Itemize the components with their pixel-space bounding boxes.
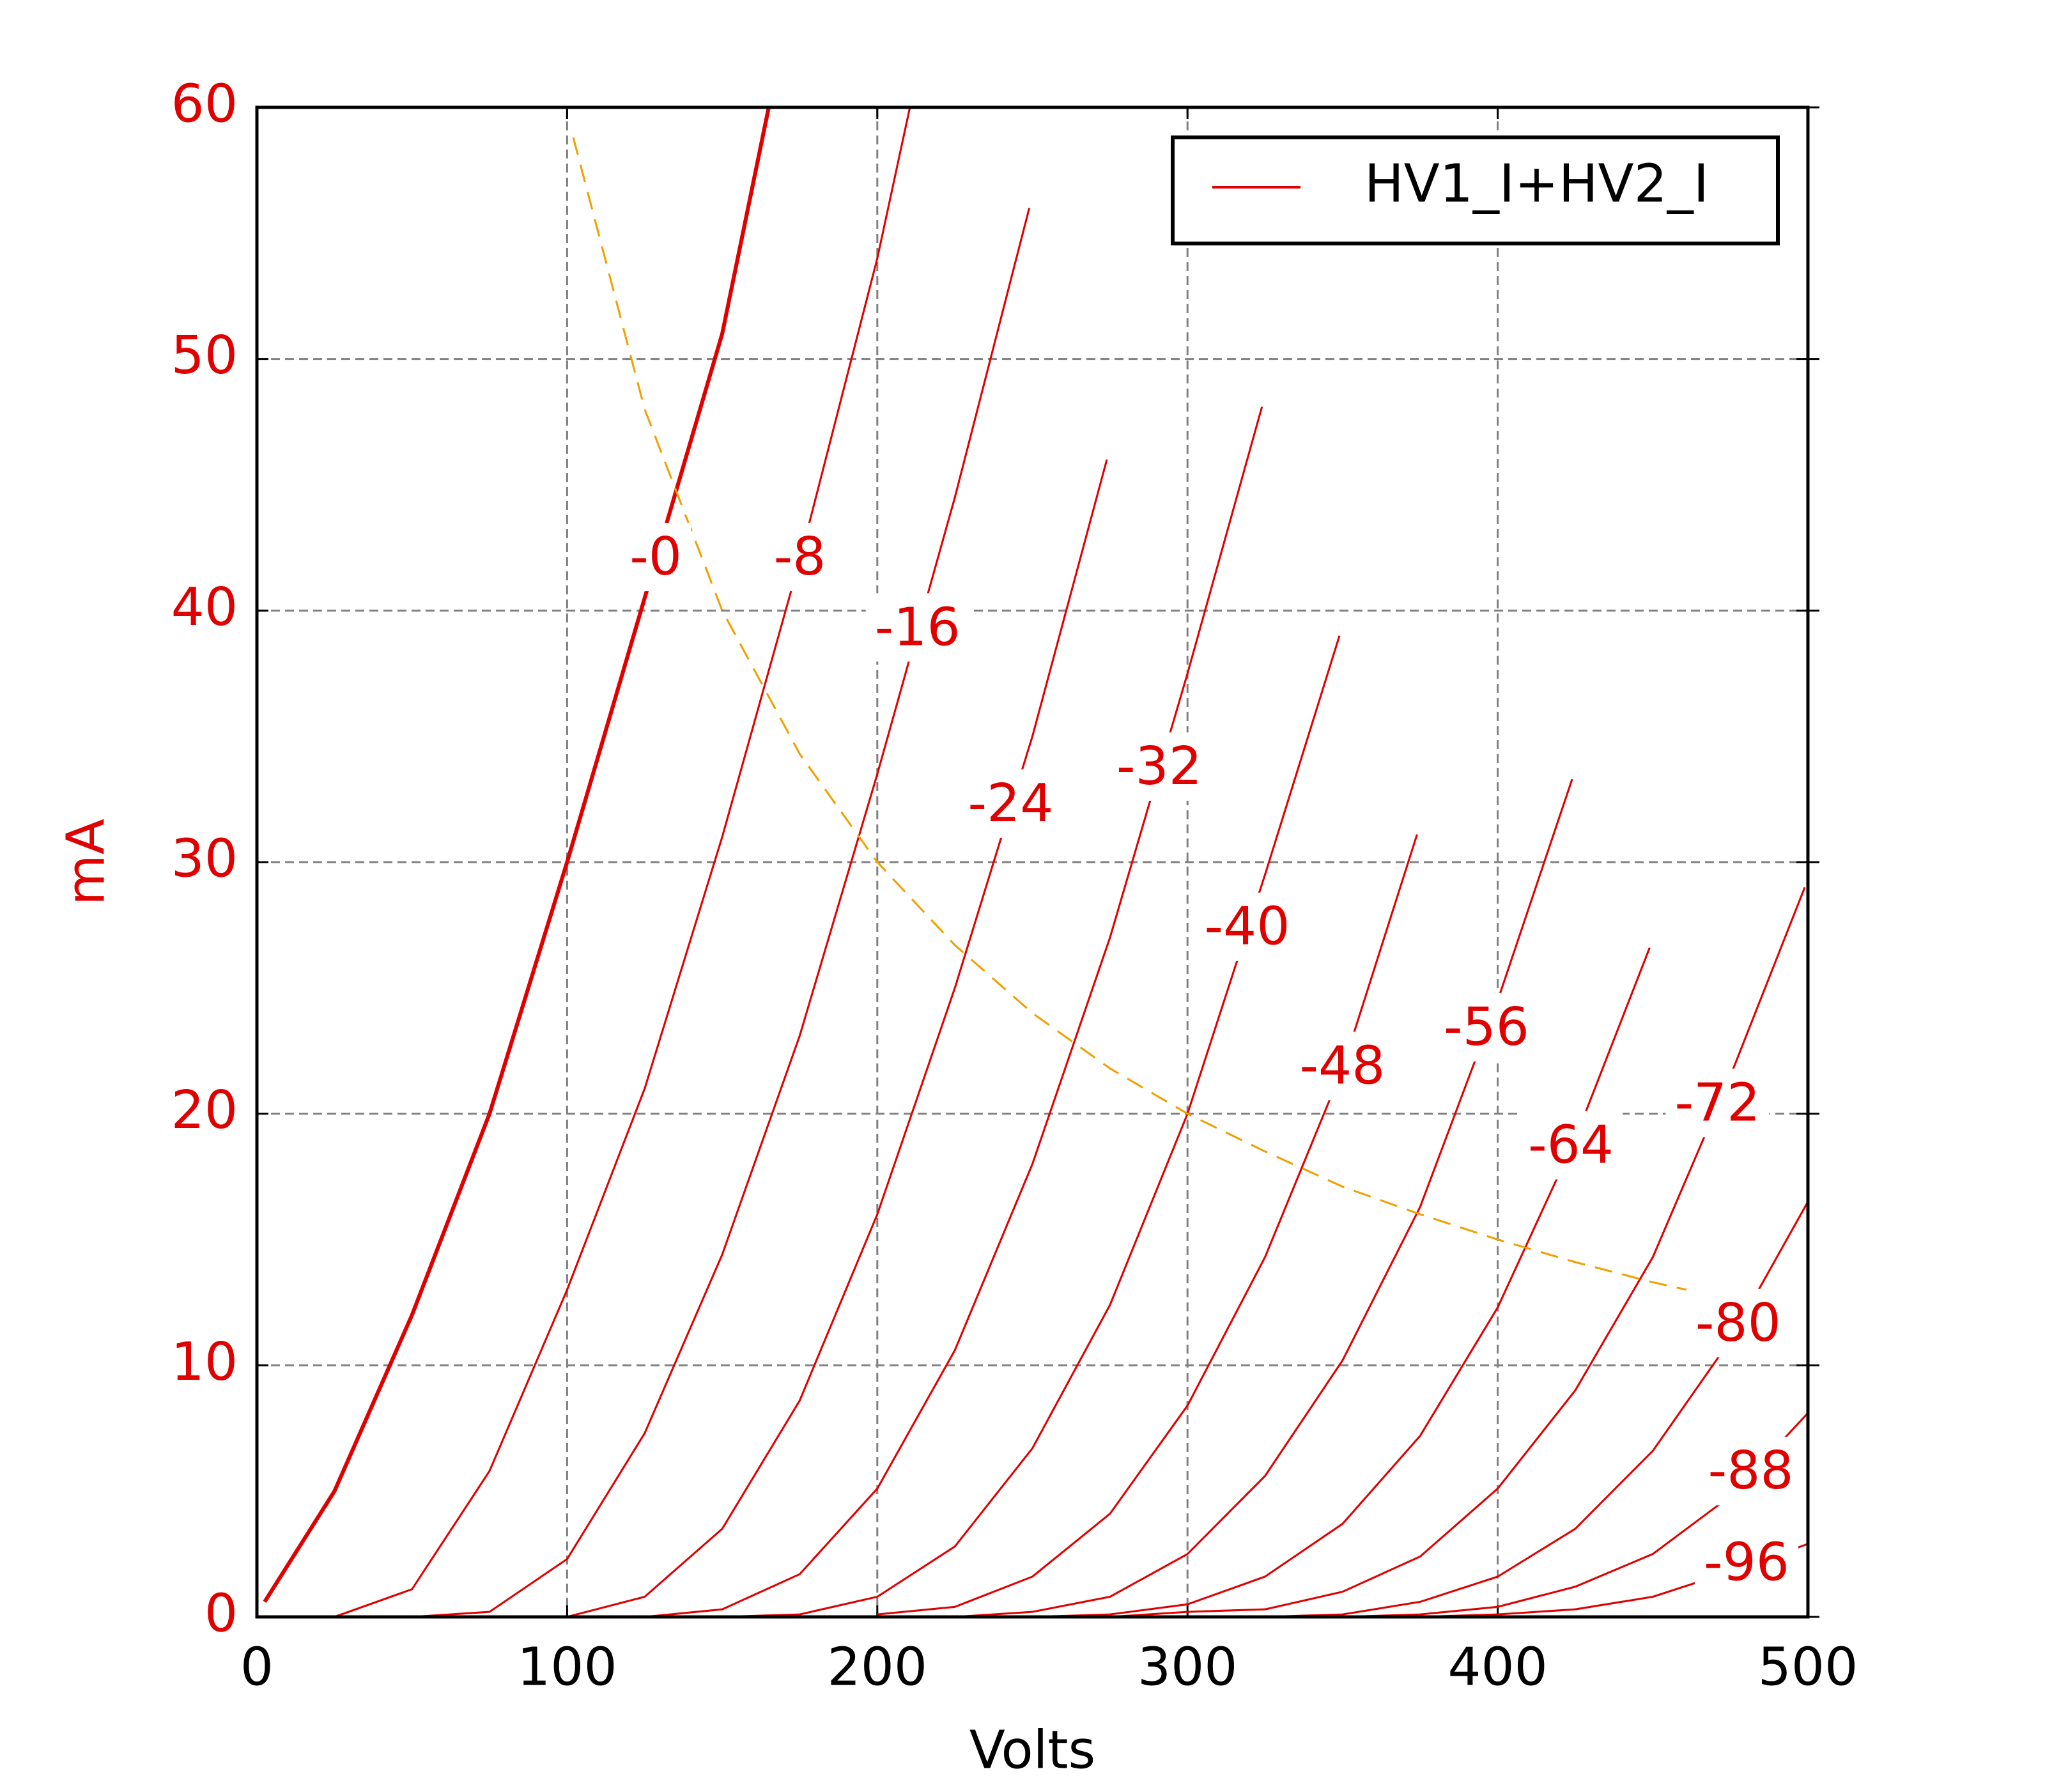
curve-label: -32 (1116, 736, 1202, 797)
y-tick-label: 40 (171, 577, 238, 638)
curve-label: -80 (1695, 1293, 1781, 1354)
x-tick-label: 100 (517, 1637, 617, 1697)
y-tick-label: 10 (171, 1332, 238, 1393)
plate-curve (955, 778, 1573, 1618)
curve-label-group: -0 (621, 523, 691, 592)
curve-label: -16 (875, 597, 961, 658)
plate-curve (1032, 947, 1651, 1618)
curve-label: -8 (774, 527, 826, 587)
x-tick-label: 0 (240, 1637, 274, 1697)
plate-curve (334, 107, 911, 1618)
curve-label-bg (1519, 1111, 1623, 1180)
plate-curve (1109, 886, 1806, 1618)
curve-label: -48 (1299, 1035, 1385, 1096)
y-axis-label: mA (56, 819, 116, 906)
curve-label-group: -64 (1519, 1111, 1623, 1180)
curve-label-bg (764, 523, 835, 592)
x-tick-label: 400 (1447, 1637, 1548, 1697)
curve-label-bg (865, 593, 969, 662)
curve-label-bg (1435, 993, 1538, 1062)
curve-label: -72 (1674, 1072, 1760, 1133)
legend: HV1_I+HV2_I (1171, 135, 1780, 245)
curve-label: -96 (1704, 1533, 1789, 1593)
curve-label-bg (1195, 892, 1299, 961)
legend-label: HV1_I+HV2_I (1364, 153, 1709, 214)
curve-label-bg (1695, 1528, 1798, 1597)
plot-frame (255, 105, 1810, 1619)
y-tick-label: 20 (171, 1080, 238, 1141)
curve-label-group: -32 (1107, 732, 1211, 801)
y-tick-label: 30 (171, 828, 238, 889)
curve-label-group: -96 (1695, 1528, 1798, 1597)
legend-box (1171, 135, 1780, 245)
curve-label: -64 (1528, 1115, 1614, 1175)
curve-label-group: -16 (865, 593, 969, 662)
plate-curve (263, 107, 771, 1603)
reference-curve (572, 137, 1756, 1306)
curve-label-group: -48 (1290, 1031, 1394, 1101)
x-tick-label: 200 (828, 1637, 928, 1697)
curve-label-bg (959, 769, 1063, 838)
curve-label-bg (1686, 1288, 1790, 1357)
y-tick-label: 0 (204, 1583, 238, 1644)
curve-label-group: -88 (1699, 1437, 1803, 1506)
curve-label-bg (1699, 1437, 1803, 1506)
curve-label: -40 (1204, 897, 1290, 957)
plate-curve (412, 208, 1031, 1618)
curve-label-bg (1665, 1069, 1770, 1138)
curve-label-group: -8 (764, 523, 835, 592)
curve-label: -0 (629, 527, 682, 587)
curve-label-bg (621, 523, 691, 592)
curve-label-bg (1107, 732, 1211, 801)
curve-label-group: -40 (1195, 892, 1299, 961)
curve-label-group: -56 (1435, 993, 1538, 1062)
curve-label-group: -80 (1686, 1288, 1790, 1357)
curve-label-bg (1290, 1031, 1394, 1101)
x-axis-label: Volts (969, 1720, 1096, 1780)
x-tick-label: 300 (1138, 1637, 1238, 1697)
y-tick-label: 50 (171, 325, 238, 386)
curve-label: -56 (1444, 997, 1529, 1058)
plate-curve (1265, 1201, 1809, 1618)
y-tick-label: 60 (171, 73, 238, 134)
curve-label-group: -72 (1665, 1069, 1770, 1138)
x-tick-label: 500 (1758, 1637, 1858, 1697)
curve-label: -24 (968, 773, 1054, 834)
curve-label: -88 (1708, 1441, 1794, 1501)
curve-label-group: -24 (959, 769, 1063, 838)
